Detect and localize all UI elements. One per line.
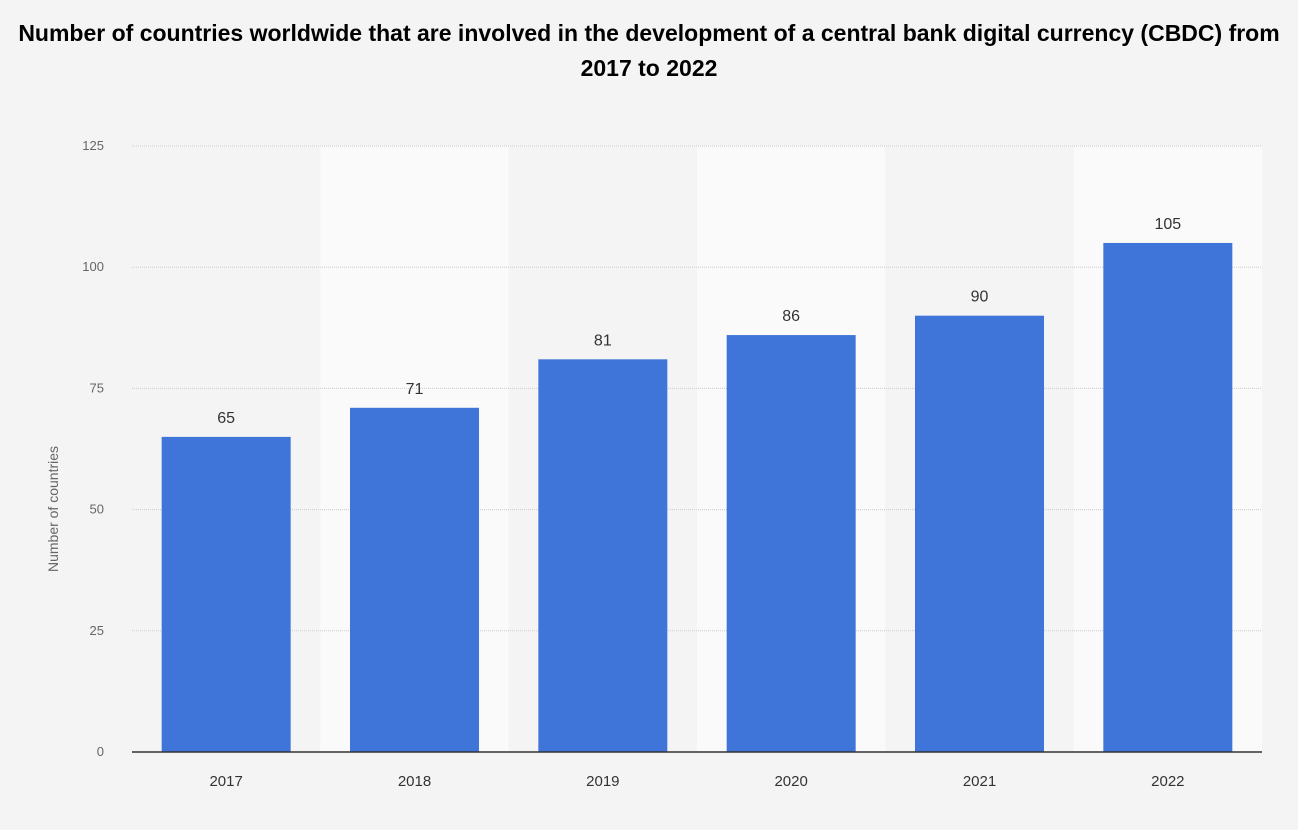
x-tick-label: 2019 [586, 773, 619, 790]
y-tick-label: 0 [97, 744, 104, 759]
data-label: 71 [406, 381, 424, 398]
data-label: 105 [1154, 216, 1181, 233]
y-tick-label: 100 [82, 259, 104, 274]
y-tick-label: 25 [90, 623, 104, 638]
bar-2018 [350, 407, 479, 752]
bar-2019 [538, 359, 668, 752]
x-tick-label: 2017 [209, 773, 242, 790]
bar-2020 [726, 335, 856, 752]
x-tick-label: 2018 [398, 773, 431, 790]
y-tick-label: 125 [82, 138, 104, 153]
bar-2021 [915, 315, 1044, 752]
data-label: 81 [594, 332, 612, 349]
bar-2017 [161, 436, 291, 752]
data-label: 90 [971, 289, 989, 306]
data-label: 65 [217, 410, 235, 427]
x-tick-label: 2020 [774, 773, 807, 790]
y-tick-label: 50 [90, 502, 104, 517]
data-label: 86 [782, 308, 800, 325]
x-tick-label: 2021 [963, 773, 996, 790]
chart-title: Number of countries worldwide that are i… [18, 20, 1280, 81]
y-tick-label: 75 [90, 380, 104, 395]
bar-2022 [1103, 242, 1233, 752]
y-axis-label: Number of countries [45, 446, 61, 572]
x-tick-label: 2022 [1151, 773, 1184, 790]
